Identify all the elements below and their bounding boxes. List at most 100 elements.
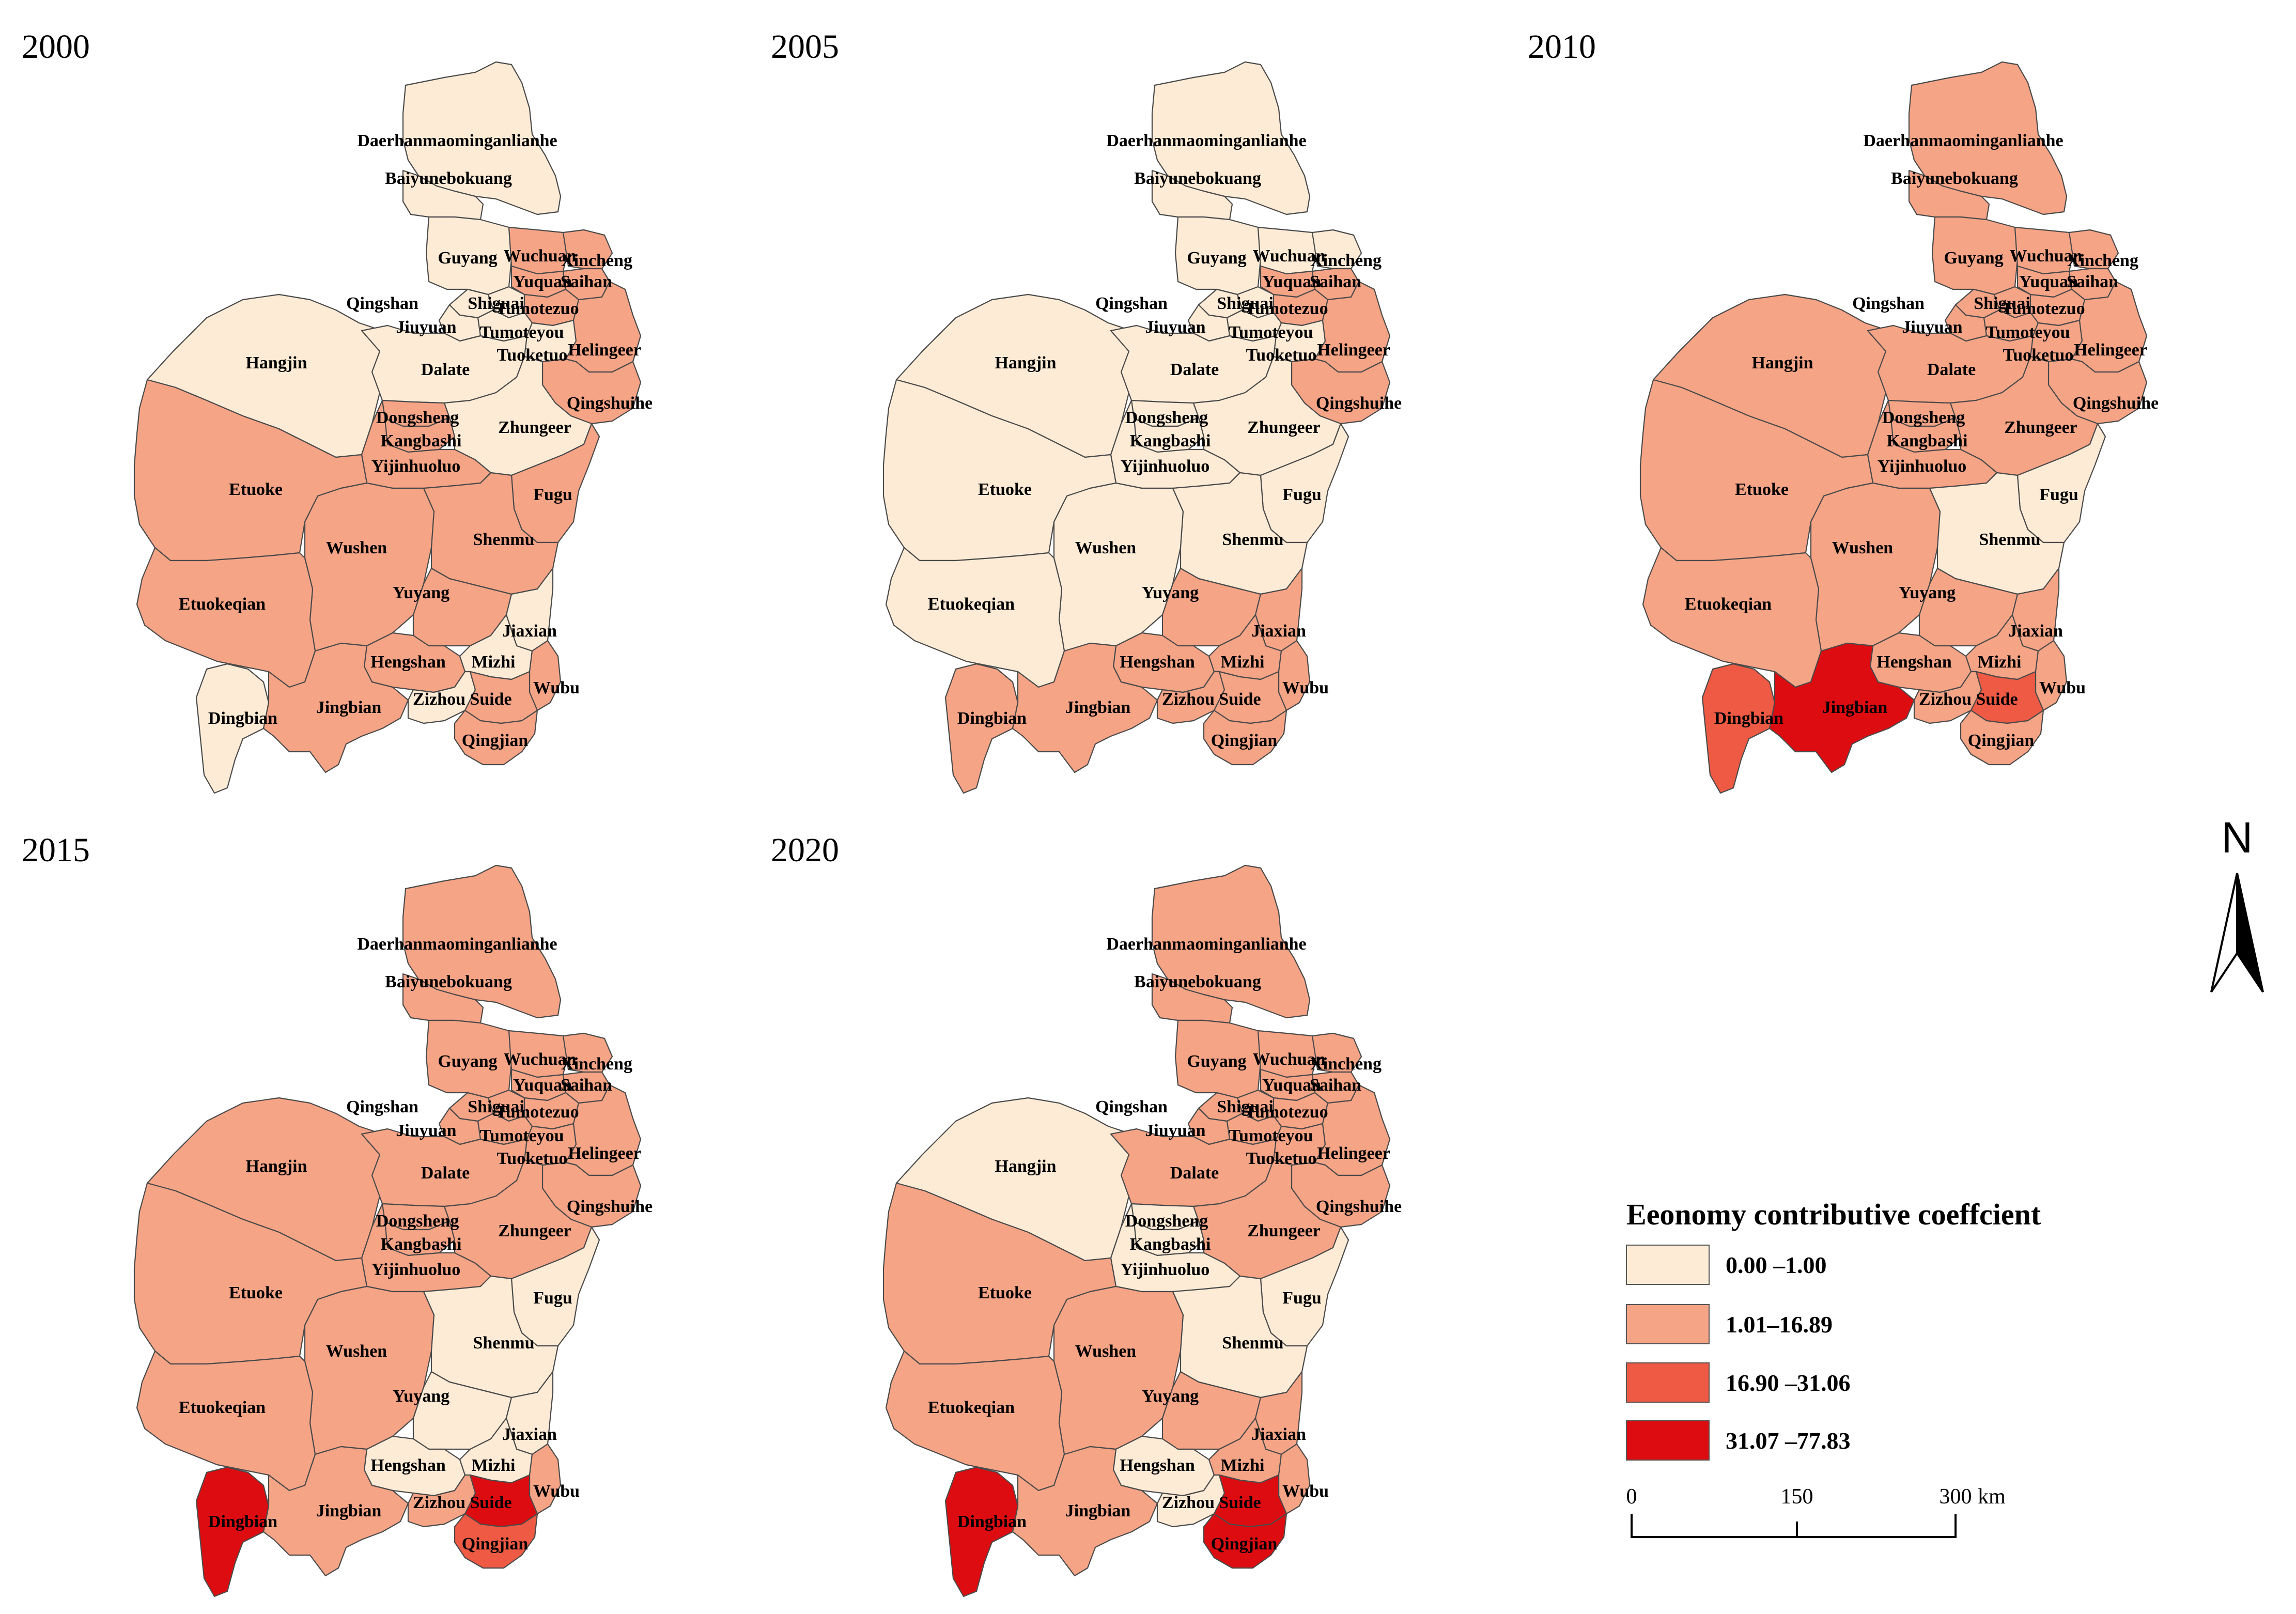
region-etuoke: [133, 379, 368, 562]
region-etuoke: [882, 379, 1117, 562]
region-label-saihan: Saihan: [2067, 272, 2118, 291]
region-baiyunebokuang: [402, 973, 484, 1024]
region-label-yuquan: Yuquan: [513, 1076, 572, 1095]
region-label-qingjian: Qingjian: [1211, 1534, 1278, 1554]
region-label-qingshan: Qingshan: [346, 1097, 418, 1116]
panel-year-label: 2005: [771, 28, 839, 66]
region-label-daerhanmaominganlianhe: Daerhanmaominganlianhe: [357, 131, 557, 150]
region-label-wubu: Wubu: [1282, 678, 1329, 697]
region-label-dingbian: Dingbian: [957, 709, 1027, 728]
region-xincheng: [1311, 1032, 1362, 1073]
region-label-dongsheng: Dongsheng: [376, 1212, 459, 1231]
legend-title: Eeonomy contributive coeffcient: [1626, 1198, 2041, 1231]
region-dingbian: [944, 1466, 1019, 1597]
region-label-fugu: Fugu: [533, 485, 572, 504]
region-xincheng: [562, 229, 613, 270]
region-label-etuokeqian: Etuokeqian: [179, 595, 266, 614]
region-label-qingjian: Qingjian: [1211, 731, 1278, 750]
map-panel-2015: 2015: [22, 831, 653, 1597]
region-label-saihan: Saihan: [561, 1076, 612, 1095]
region-label-zhungeer: Zhungeer: [498, 1221, 571, 1240]
region-daerhanmaominganlianhe: [402, 61, 562, 215]
region-label-dongsheng: Dongsheng: [1882, 408, 1965, 427]
region-label-yuyang: Yuyang: [393, 1387, 449, 1406]
region-label-yuyang: Yuyang: [1899, 583, 1956, 602]
region-label-zhungeer: Zhungeer: [1247, 1221, 1321, 1240]
region-label-dalate: Dalate: [1170, 360, 1219, 379]
region-label-helingeer: Helingeer: [568, 1144, 641, 1163]
region-label-jiuyuan: Jiuyuan: [396, 1121, 456, 1140]
panel-year-label: 2015: [22, 831, 90, 869]
legend-swatch-3: [1626, 1420, 1710, 1461]
legend-item-0: 0.00 –1.00: [1626, 1245, 1827, 1285]
region-label-wubu: Wubu: [2039, 678, 2086, 697]
region-baiyunebokuang: [1151, 973, 1233, 1024]
region-label-shenmu: Shenmu: [1222, 530, 1283, 549]
region-label-suide: Suide: [470, 690, 511, 709]
region-label-qingjian: Qingjian: [1968, 731, 2035, 750]
region-label-qingshuihe: Qingshuihe: [1316, 394, 1402, 413]
region-label-xincheng: Xincheng: [2067, 251, 2138, 270]
region-label-etuokeqian: Etuokeqian: [928, 1398, 1015, 1417]
panel-year-label: 2000: [22, 28, 90, 66]
region-label-wuchuan: Wuchuan: [1252, 1050, 1325, 1069]
legend-label-2: 16.90 –31.06: [1726, 1370, 1851, 1396]
region-label-zizhou: Zizhou: [413, 690, 466, 709]
region-label-yijinhuoluo: Yijinhuoluo: [1878, 457, 1967, 476]
region-label-baiyunebokuang: Baiyunebokuang: [385, 169, 512, 188]
region-label-tuoketuo: Tuoketuo: [2003, 346, 2074, 365]
region-label-dingbian: Dingbian: [957, 1512, 1027, 1531]
region-qingjian: [454, 709, 538, 766]
region-label-qingshan: Qingshan: [1852, 294, 1925, 313]
region-label-etuokeqian: Etuokeqian: [179, 1398, 266, 1417]
region-label-mizhi: Mizhi: [472, 653, 516, 672]
legend-swatch-1: [1626, 1304, 1710, 1344]
region-label-zizhou: Zizhou: [413, 1493, 466, 1512]
region-etuoke: [1639, 379, 1874, 562]
region-label-tumoteyou: Tumoteyou: [479, 323, 564, 342]
region-label-xincheng: Xincheng: [1310, 1054, 1382, 1074]
region-label-jiuyuan: Jiuyuan: [1902, 318, 1962, 337]
region-label-baiyunebokuang: Baiyunebokuang: [385, 972, 512, 991]
region-label-xincheng: Xincheng: [1310, 251, 1382, 270]
region-label-dalate: Dalate: [1927, 360, 1976, 379]
region-label-hangjin: Hangjin: [245, 353, 307, 373]
legend-item-2: 16.90 –31.06: [1626, 1362, 1851, 1403]
district-map: [133, 864, 642, 1597]
region-label-dalate: Dalate: [421, 1163, 470, 1183]
region-label-suide: Suide: [1976, 690, 2018, 709]
region-label-xincheng: Xincheng: [561, 251, 632, 270]
region-label-wuchuan: Wuchuan: [503, 246, 576, 266]
region-label-wubu: Wubu: [1282, 1482, 1329, 1501]
legend-item-3: 31.07 –77.83: [1626, 1420, 1851, 1461]
region-baiyunebokuang: [1151, 169, 1233, 221]
region-qingjian: [454, 1513, 538, 1569]
region-label-zhungeer: Zhungeer: [498, 418, 571, 437]
region-label-zhungeer: Zhungeer: [1247, 418, 1321, 437]
region-label-jiuyuan: Jiuyuan: [1145, 318, 1205, 337]
region-dingbian: [195, 663, 270, 794]
region-label-etuoke: Etuoke: [229, 480, 283, 499]
region-label-shiguai: Shiguai: [1217, 294, 1274, 313]
region-daerhanmaominganlianhe: [1908, 61, 2068, 215]
region-label-mizhi: Mizhi: [1978, 653, 2022, 672]
region-label-kangbashi: Kangbashi: [1887, 431, 1968, 451]
region-label-guyang: Guyang: [1187, 249, 1246, 268]
region-label-dongsheng: Dongsheng: [376, 408, 459, 427]
region-label-etuoke: Etuoke: [978, 1283, 1032, 1302]
region-label-hengshan: Hengshan: [370, 653, 446, 672]
region-label-shenmu: Shenmu: [473, 530, 534, 549]
region-label-etuoke: Etuoke: [229, 1283, 283, 1302]
region-label-jiuyuan: Jiuyuan: [396, 318, 456, 337]
region-label-daerhanmaominganlianhe: Daerhanmaominganlianhe: [357, 935, 557, 954]
region-label-daerhanmaominganlianhe: Daerhanmaominganlianhe: [1106, 131, 1306, 150]
region-label-jiuyuan: Jiuyuan: [1145, 1121, 1205, 1140]
region-label-yijinhuoluo: Yijinhuoluo: [371, 1260, 461, 1279]
region-label-dingbian: Dingbian: [1714, 709, 1783, 728]
region-label-baiyunebokuang: Baiyunebokuang: [1891, 169, 2018, 188]
region-label-hangjin: Hangjin: [245, 1157, 307, 1176]
region-label-dalate: Dalate: [421, 360, 470, 379]
district-map: [133, 61, 642, 794]
region-label-etuokeqian: Etuokeqian: [1685, 595, 1772, 614]
region-label-fugu: Fugu: [1282, 1289, 1322, 1308]
